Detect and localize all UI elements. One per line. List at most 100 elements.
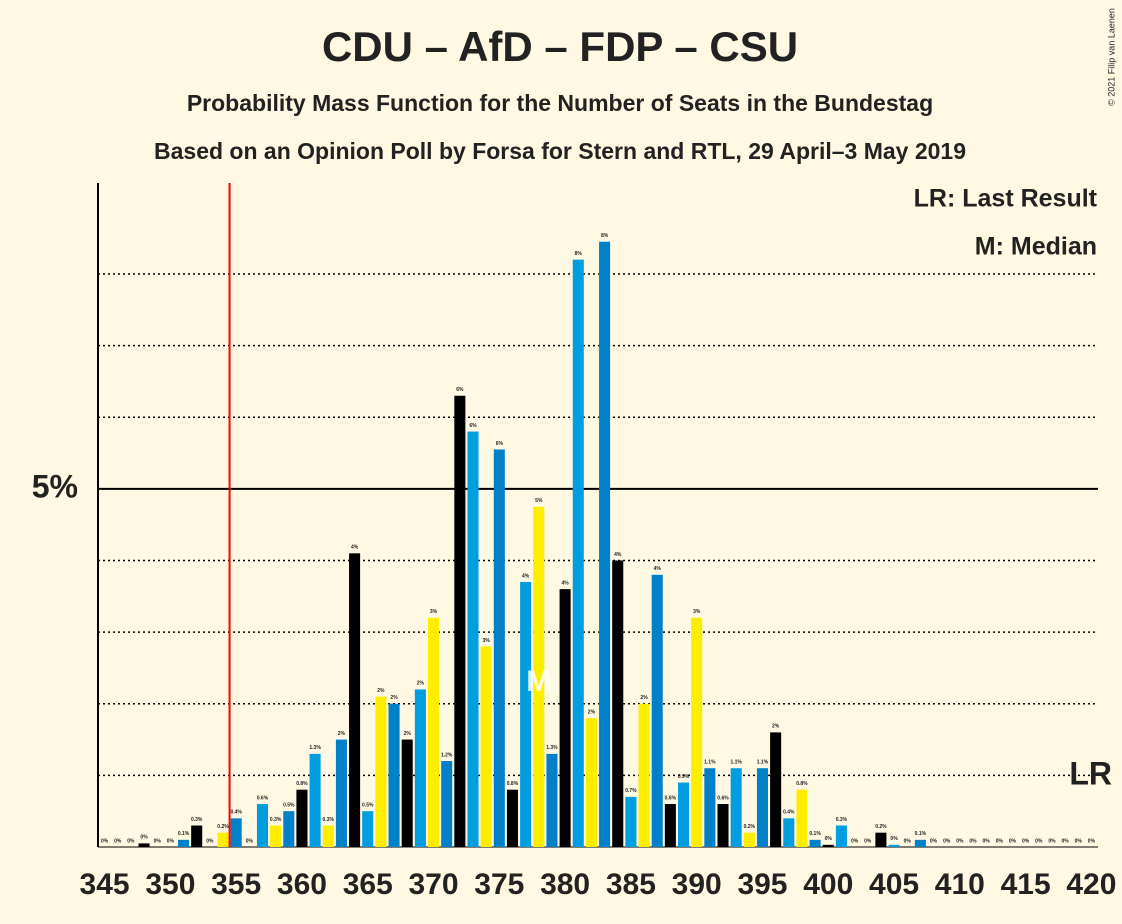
- value-label: 0%: [956, 838, 964, 844]
- bar: [809, 839, 821, 847]
- value-label: 0.4%: [783, 810, 795, 816]
- value-label: 3%: [430, 609, 438, 615]
- bar: [638, 703, 650, 847]
- value-label: 0%: [996, 838, 1004, 844]
- bar: [770, 732, 782, 847]
- value-label: 1.2%: [441, 752, 453, 758]
- value-label: 0%: [114, 838, 122, 844]
- bar: [875, 832, 887, 847]
- bar: [467, 431, 479, 847]
- x-tick-label: 395: [737, 868, 787, 901]
- value-label: 0%: [890, 836, 898, 842]
- x-tick-label: 400: [803, 868, 853, 901]
- value-label: 1.1%: [704, 760, 716, 766]
- value-label: 0.5%: [362, 803, 374, 809]
- bar: [506, 789, 518, 847]
- value-label: 4%: [561, 580, 569, 586]
- value-label: 0%: [930, 838, 938, 844]
- value-label: 0.3%: [191, 817, 203, 823]
- value-label: 1.3%: [309, 745, 321, 751]
- x-tick-label: 390: [672, 868, 722, 901]
- x-tick-label: 365: [343, 868, 393, 901]
- value-label: 0%: [1088, 838, 1096, 844]
- bar: [335, 739, 347, 847]
- value-label: 3%: [693, 609, 701, 615]
- value-label: 0.2%: [875, 824, 887, 830]
- value-label: 0%: [246, 838, 254, 844]
- value-label: 2%: [377, 688, 385, 694]
- value-label: 0.3%: [323, 817, 335, 823]
- bar: [441, 761, 453, 847]
- value-label: 2%: [588, 709, 596, 715]
- value-label: 2%: [640, 695, 648, 701]
- value-label: 8%: [601, 233, 609, 239]
- value-label: 0.1%: [915, 831, 927, 837]
- median-marker: M: [526, 665, 551, 698]
- x-tick-label: 415: [1001, 868, 1051, 901]
- bar: [322, 825, 334, 847]
- x-tick-label: 350: [145, 868, 195, 901]
- value-label: 0%: [904, 838, 912, 844]
- value-label: 1.1%: [757, 760, 769, 766]
- bar: [546, 753, 558, 847]
- x-tick-label: 405: [869, 868, 919, 901]
- bar: [559, 589, 571, 847]
- value-label: 0%: [206, 838, 214, 844]
- x-tick-label: 420: [1066, 868, 1116, 901]
- bar: [796, 789, 808, 847]
- value-label: 6%: [496, 441, 504, 447]
- value-label: 4%: [351, 545, 359, 551]
- bar: [678, 782, 690, 847]
- chart-title: CDU – AfD – FDP – CSU: [322, 23, 798, 70]
- bar: [178, 839, 190, 847]
- x-tick-label: 380: [540, 868, 590, 901]
- bar: [520, 581, 532, 847]
- bar: [691, 617, 703, 847]
- x-tick-label: 385: [606, 868, 656, 901]
- bar: [362, 811, 374, 847]
- x-tick-label: 355: [211, 868, 261, 901]
- value-label: 2%: [404, 731, 412, 737]
- value-label: 0%: [943, 838, 951, 844]
- bar: [572, 259, 584, 847]
- bar: [454, 395, 466, 847]
- value-label: 8%: [575, 251, 583, 257]
- value-label: 0%: [127, 838, 135, 844]
- value-label: 0.2%: [217, 824, 229, 830]
- bar: [138, 843, 150, 847]
- value-label: 0%: [1035, 838, 1043, 844]
- value-label: 0.6%: [665, 795, 677, 801]
- bar: [756, 768, 768, 847]
- bar: [730, 768, 742, 847]
- value-label: 0%: [1061, 838, 1069, 844]
- legend-entry: M: Median: [975, 233, 1097, 261]
- bar: [401, 739, 413, 847]
- bar: [480, 646, 492, 847]
- bar: [704, 768, 716, 847]
- bar: [428, 617, 440, 847]
- value-label: 0%: [1048, 838, 1056, 844]
- x-tick-label: 375: [474, 868, 524, 901]
- bar: [743, 832, 755, 847]
- value-label: 0%: [864, 838, 872, 844]
- x-tick-label: 360: [277, 868, 327, 901]
- value-label: 1.1%: [730, 760, 742, 766]
- chart-subtitle: Probability Mass Function for the Number…: [187, 90, 933, 116]
- value-label: 4%: [654, 566, 662, 572]
- x-tick-label: 410: [935, 868, 985, 901]
- value-label: 0.3%: [270, 817, 282, 823]
- bar: [414, 689, 426, 847]
- value-label: 0%: [1075, 838, 1083, 844]
- value-label: 1.3%: [546, 745, 558, 751]
- value-label: 0.7%: [625, 788, 637, 794]
- value-label: 0.3%: [836, 817, 848, 823]
- bar: [783, 818, 795, 847]
- bar: [256, 804, 268, 847]
- value-label: 0%: [851, 838, 859, 844]
- bar: [191, 825, 203, 847]
- x-tick-label: 370: [408, 868, 458, 901]
- value-label: 4%: [614, 552, 622, 558]
- value-label: 0%: [969, 838, 977, 844]
- value-label: 4%: [522, 573, 530, 579]
- value-label: 0%: [167, 838, 175, 844]
